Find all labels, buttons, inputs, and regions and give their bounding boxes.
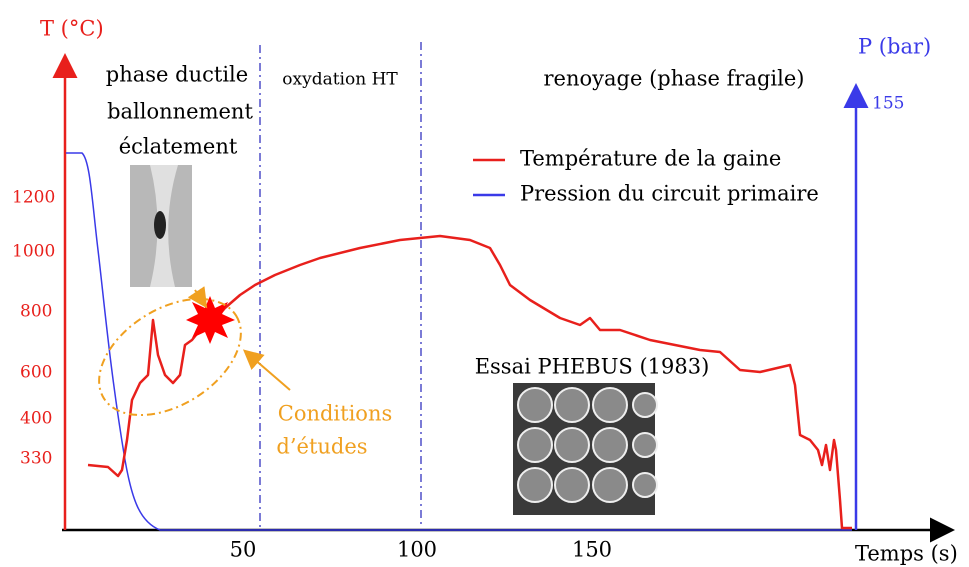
phase-label: phase ductile <box>106 63 248 87</box>
pressure-curve <box>66 152 852 531</box>
tick-label: 600 <box>20 363 52 383</box>
phase-label: renoyage (phase fragile) <box>544 67 805 91</box>
tick-label: 50 <box>230 538 257 562</box>
arrow <box>187 286 208 309</box>
axis-title: Temps (s) <box>855 542 958 566</box>
study-zone <box>98 297 242 417</box>
tick-label: 1000 <box>12 242 55 262</box>
temperature-curve <box>87 234 852 530</box>
tick-label: 400 <box>20 409 52 429</box>
arrow <box>242 349 291 391</box>
phase-label: oxydation HT <box>282 70 398 90</box>
burst-icon <box>186 296 235 344</box>
legend-label: Pression du circuit primaire <box>520 182 819 206</box>
axis-title: P (bar) <box>858 35 931 59</box>
tick-label: 150 <box>572 538 612 562</box>
annotation: d’études <box>276 435 367 459</box>
tick-label: 155 <box>872 94 904 114</box>
tick-label: 330 <box>20 449 52 469</box>
cladding-photo <box>130 165 192 287</box>
tick-label: 800 <box>20 302 52 322</box>
tick-label: 100 <box>397 538 437 562</box>
axis-title: T (°C) <box>40 17 104 41</box>
legend-label: Température de la gaine <box>520 147 781 171</box>
phase-label: éclatement <box>119 135 238 159</box>
phase-label: ballonnement <box>107 100 253 124</box>
annotation: Essai PHEBUS (1983) <box>475 355 710 379</box>
phebus-photo <box>513 383 658 515</box>
tick-label: 1200 <box>12 188 55 208</box>
annotation: Conditions <box>278 402 393 426</box>
